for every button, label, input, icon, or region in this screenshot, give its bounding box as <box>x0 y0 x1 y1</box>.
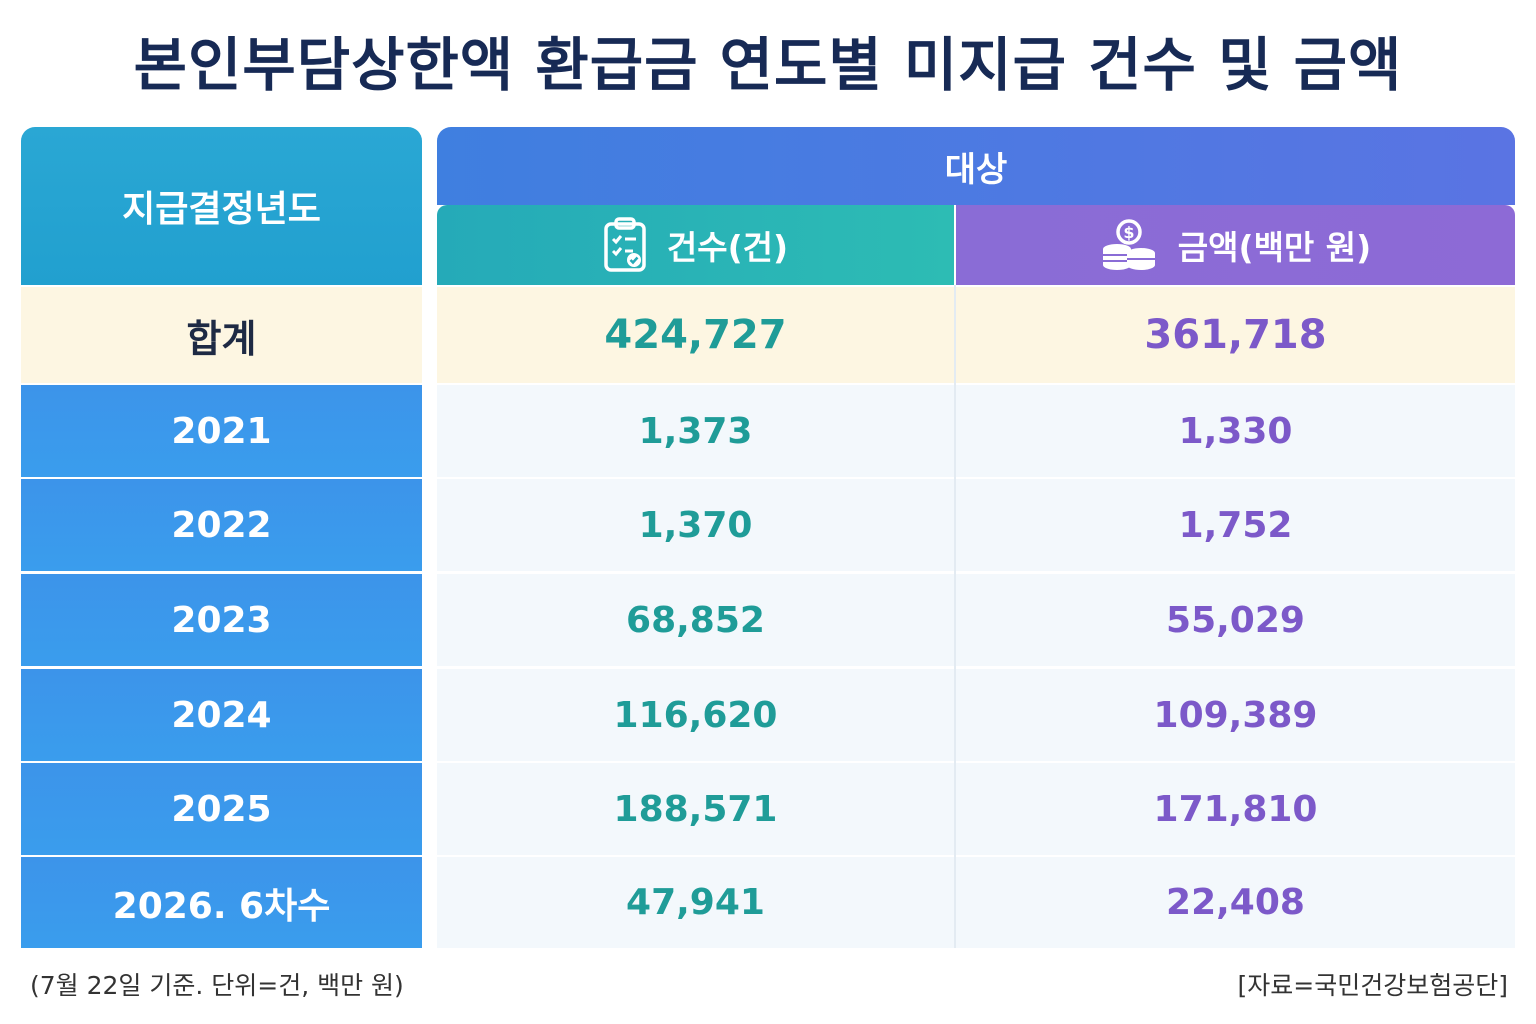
row-label-2024: 2024 <box>21 669 422 761</box>
unit-note: (7월 22일 기준. 단위=건, 백만 원) <box>30 971 404 1000</box>
column-label-count: 건수(건) <box>666 228 789 267</box>
clipboard-check-icon <box>603 217 647 273</box>
cell-count-2023: 68,852 <box>437 574 954 666</box>
cell-amount-2022: 1,752 <box>956 479 1515 571</box>
row-label-total: 합계 <box>21 287 422 383</box>
cell-count-2022: 1,370 <box>437 479 954 571</box>
source-note: [자료=국민건강보험공단] <box>1237 971 1508 1000</box>
cell-amount-2025: 171,810 <box>956 763 1515 855</box>
row-label-2023: 2023 <box>21 574 422 666</box>
cell-count-2024: 116,620 <box>437 669 954 761</box>
column-header-count: 건수(건) <box>437 205 954 285</box>
cell-count-total: 424,727 <box>437 287 954 383</box>
cell-amount-2026: 22,408 <box>956 857 1515 948</box>
column-divider <box>954 285 956 948</box>
coin-stack-icon: $ <box>1100 219 1158 271</box>
cell-amount-2021: 1,330 <box>956 385 1515 477</box>
column-label-amount: 금액(백만 원) <box>1177 228 1372 267</box>
row-label-2021: 2021 <box>21 385 422 477</box>
row-header: 지급결정년도 <box>21 127 422 285</box>
column-header-amount: $ 금액(백만 원) <box>956 205 1515 285</box>
page-title: 본인부담상한액 환급금 연도별 미지급 건수 및 금액 <box>133 31 1403 99</box>
cell-amount-2023: 55,029 <box>956 574 1515 666</box>
row-label-2026: 2026. 6차수 <box>21 857 422 948</box>
cell-amount-total: 361,718 <box>956 287 1515 383</box>
svg-text:$: $ <box>1123 223 1134 242</box>
cell-count-2025: 188,571 <box>437 763 954 855</box>
cell-count-2026: 47,941 <box>437 857 954 948</box>
row-label-2022: 2022 <box>21 479 422 571</box>
group-header: 대상 <box>437 127 1515 205</box>
cell-count-2021: 1,373 <box>437 385 954 477</box>
cell-amount-2024: 109,389 <box>956 669 1515 761</box>
row-label-2025: 2025 <box>21 763 422 855</box>
